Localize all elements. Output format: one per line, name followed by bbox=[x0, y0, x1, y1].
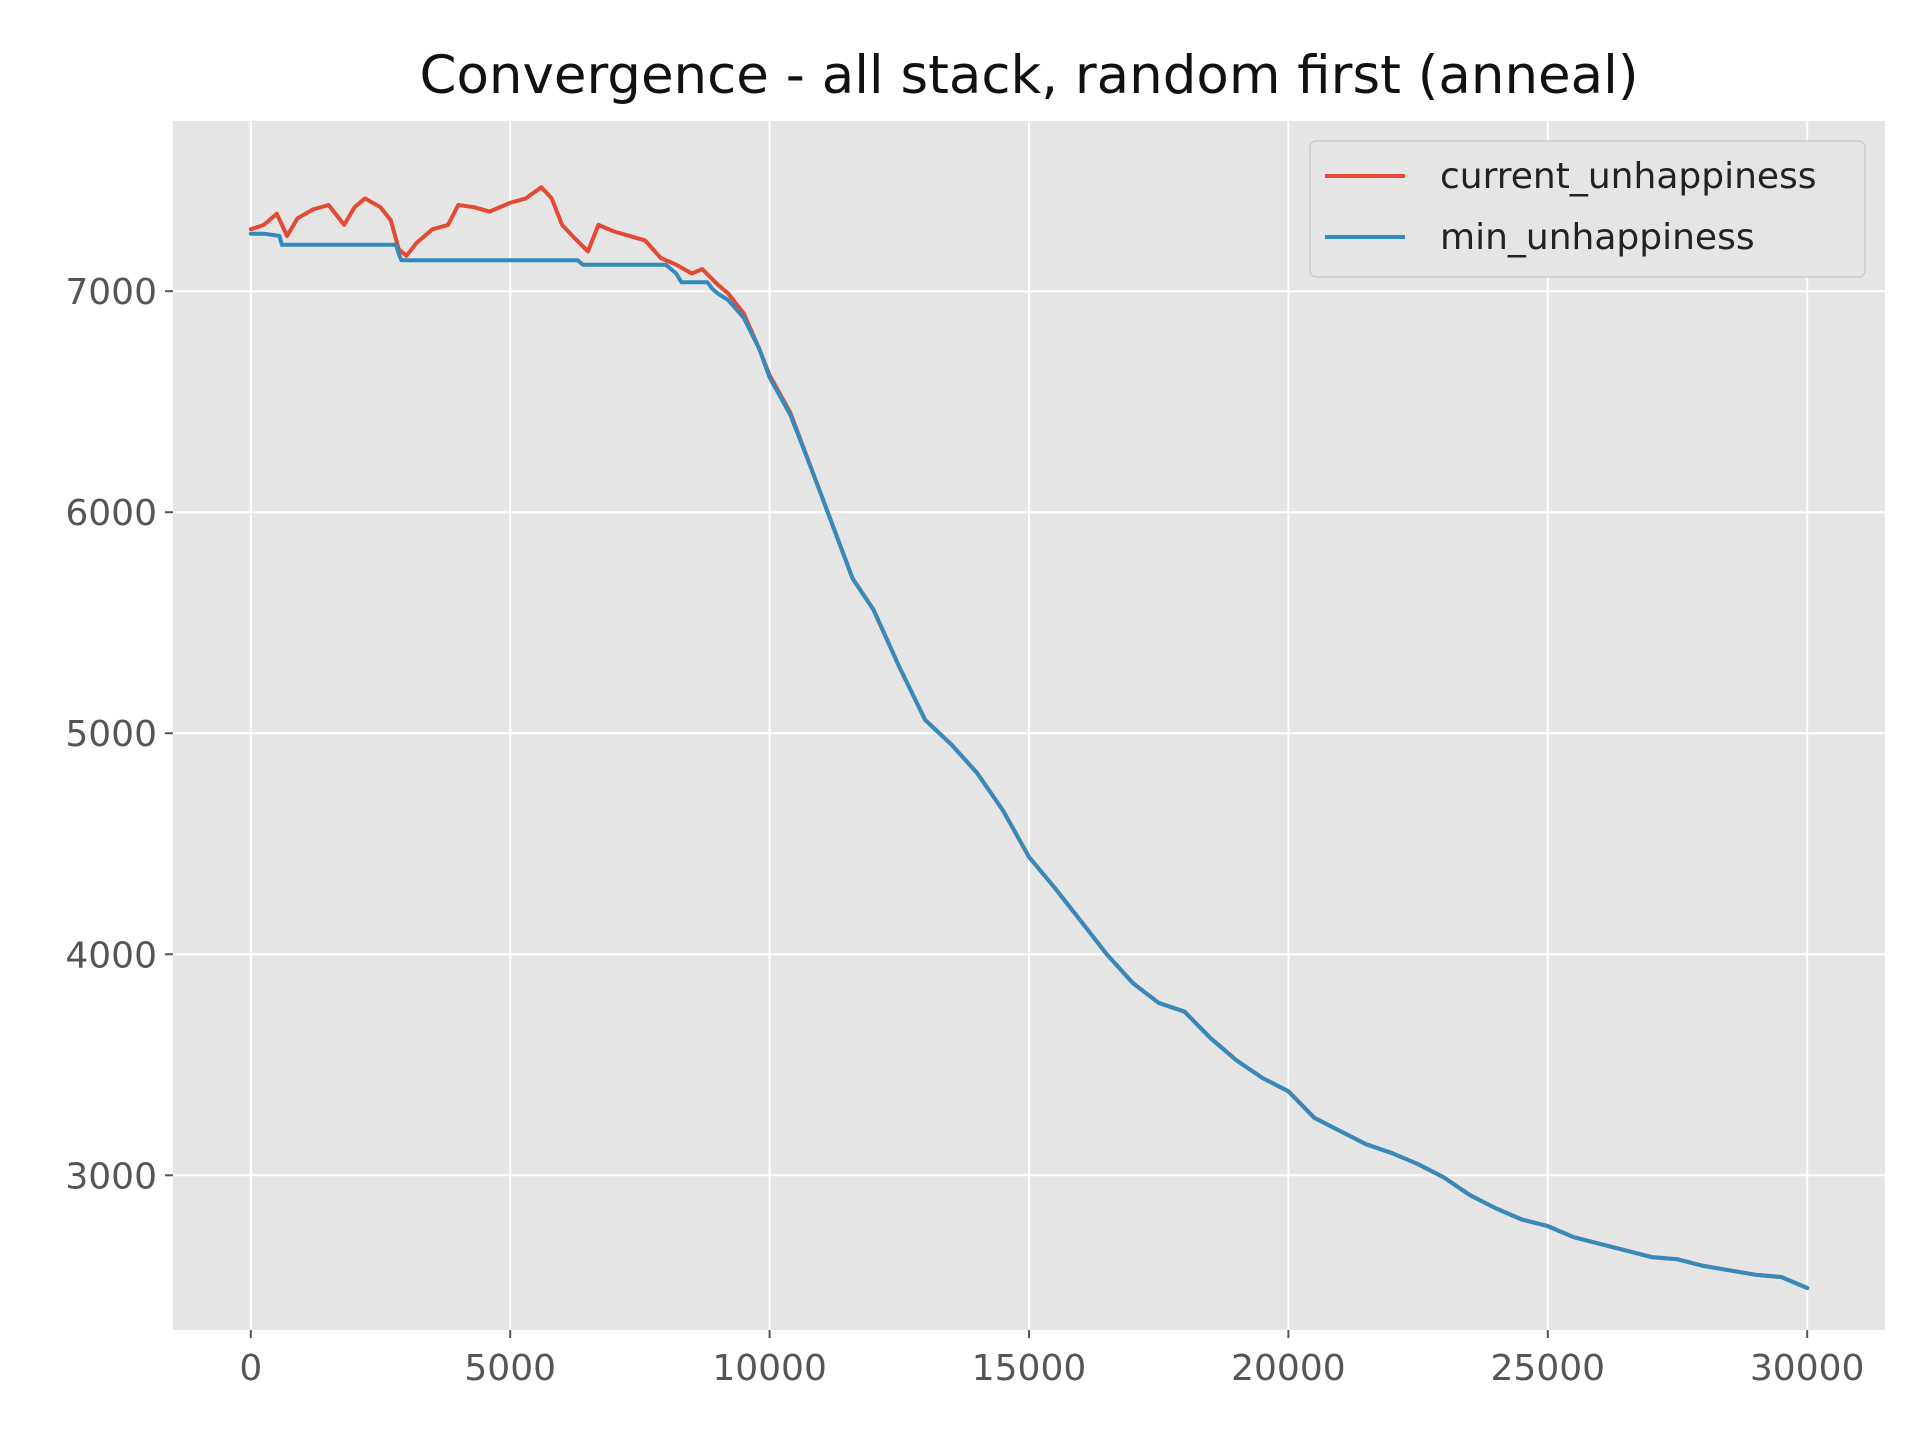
chart-title: Convergence - all stack, random first (a… bbox=[419, 45, 1638, 106]
x-tick-label: 25000 bbox=[1491, 1348, 1606, 1389]
series-lines bbox=[248, 185, 1810, 1290]
x-tick-label: 10000 bbox=[712, 1348, 827, 1389]
legend-box bbox=[1309, 140, 1866, 278]
x-tick-label: 30000 bbox=[1750, 1348, 1865, 1389]
y-tick-label: 5000 bbox=[65, 714, 157, 755]
y-tick-label: 6000 bbox=[65, 493, 157, 534]
x-tick-label: 0 bbox=[239, 1348, 262, 1389]
x-tick-label: 5000 bbox=[464, 1348, 556, 1389]
legend-label: min_unhappiness bbox=[1440, 217, 1755, 258]
legend-label: current_unhappiness bbox=[1440, 156, 1817, 197]
x-tick-label: 20000 bbox=[1231, 1348, 1346, 1389]
x-tick-label: 15000 bbox=[972, 1348, 1087, 1389]
axis-ticks: 0 5000 10000 15000 20000 25000 30000 3000 4000 50… bbox=[65, 272, 1864, 1389]
y-tick-label: 4000 bbox=[65, 935, 157, 976]
y-tick-label: 7000 bbox=[65, 272, 157, 313]
legend: current_unhappiness min_unhappiness bbox=[1309, 140, 1866, 278]
y-tick-label: 3000 bbox=[65, 1156, 157, 1197]
series-line-min-unhappiness bbox=[248, 231, 1810, 1290]
grid bbox=[173, 121, 1885, 1330]
